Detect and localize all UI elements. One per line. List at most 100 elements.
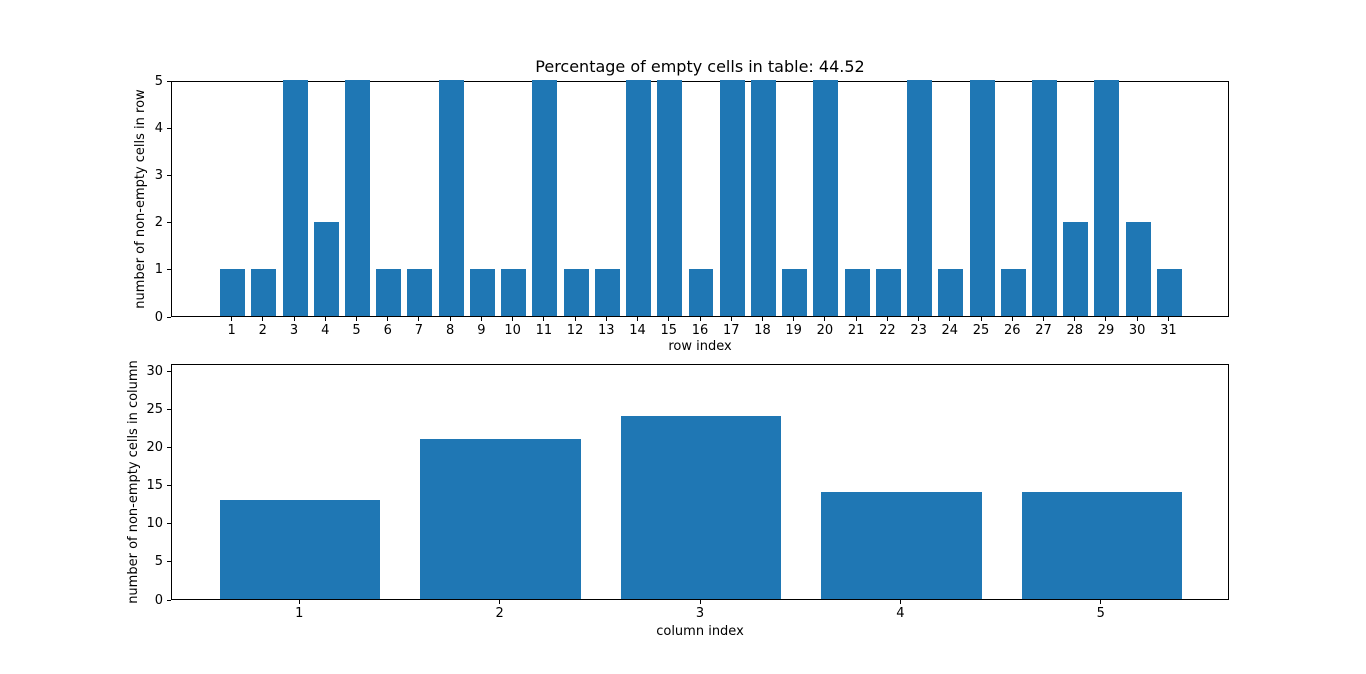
x-tick-mark xyxy=(761,317,763,321)
row-bar-21 xyxy=(844,268,870,316)
x-tick-label: 14 xyxy=(629,323,646,338)
x-tick-label: 1 xyxy=(227,323,236,338)
x-tick-label: 28 xyxy=(1066,323,1083,338)
y-tick-mark xyxy=(167,409,171,411)
x-tick-label: 13 xyxy=(598,323,615,338)
y-tick-label: 4 xyxy=(154,120,163,136)
y-tick-label: 20 xyxy=(146,440,163,456)
row-bar-19 xyxy=(782,268,808,316)
x-tick-label: 18 xyxy=(754,323,771,338)
x-tick-label: 17 xyxy=(722,323,740,338)
row-bar-11 xyxy=(532,80,558,316)
row-bar-26 xyxy=(1000,268,1026,316)
x-tick-label: 12 xyxy=(566,323,584,338)
row-bar-16 xyxy=(688,268,714,316)
row-bar-27 xyxy=(1032,80,1057,316)
x-tick-mark xyxy=(449,317,451,321)
row-bar-4 xyxy=(313,221,339,316)
row-bar-12 xyxy=(563,268,589,316)
column-bar-3 xyxy=(620,416,782,599)
row-chart-x-axis-label: row index xyxy=(668,339,732,354)
row-bar-23 xyxy=(907,80,933,316)
column-bar-5 xyxy=(1021,492,1182,599)
y-tick-mark xyxy=(167,485,171,487)
column-chart-x-axis-label: column index xyxy=(656,624,744,639)
x-tick-mark xyxy=(637,317,639,321)
row-bar-1 xyxy=(220,268,246,316)
x-tick-label: 8 xyxy=(446,323,455,338)
x-tick-mark xyxy=(298,600,300,604)
x-tick-mark xyxy=(699,317,701,321)
x-tick-mark xyxy=(824,317,826,321)
x-tick-mark xyxy=(231,317,233,321)
x-tick-mark xyxy=(512,317,514,321)
row-bar-5 xyxy=(345,80,370,316)
x-tick-label: 16 xyxy=(691,323,709,338)
x-tick-label: 2 xyxy=(258,323,267,338)
x-tick-label: 4 xyxy=(896,606,905,621)
x-tick-mark xyxy=(355,317,357,321)
x-tick-label: 29 xyxy=(1097,323,1115,338)
x-tick-mark xyxy=(899,600,901,604)
row-bar-8 xyxy=(438,80,464,316)
x-tick-label: 25 xyxy=(972,323,990,338)
x-tick-mark xyxy=(730,317,732,321)
row-bar-13 xyxy=(594,268,620,316)
x-tick-label: 20 xyxy=(816,323,834,338)
x-tick-label: 22 xyxy=(879,323,896,338)
x-tick-label: 6 xyxy=(383,323,392,338)
x-tick-label: 4 xyxy=(321,323,330,338)
y-tick-label: 3 xyxy=(154,167,163,183)
row-chart-plot-area xyxy=(171,80,1229,317)
chart-title: Percentage of empty cells in table: 44.5… xyxy=(535,57,865,76)
x-tick-mark xyxy=(387,317,389,321)
y-tick-mark xyxy=(167,222,171,224)
column-bar-1 xyxy=(220,500,381,599)
x-tick-mark xyxy=(1167,317,1169,321)
x-tick-mark xyxy=(918,317,920,321)
row-bar-17 xyxy=(719,80,745,316)
x-tick-label: 9 xyxy=(477,323,486,338)
x-tick-mark xyxy=(324,317,326,321)
x-tick-mark xyxy=(605,317,607,321)
x-tick-mark xyxy=(1105,317,1107,321)
y-tick-label: 25 xyxy=(146,402,163,418)
row-bar-14 xyxy=(626,80,652,316)
y-tick-label: 2 xyxy=(154,215,163,231)
x-tick-mark xyxy=(418,317,420,321)
column-chart-plot-area xyxy=(171,364,1229,600)
row-bar-20 xyxy=(813,80,839,316)
y-tick-label: 1 xyxy=(154,262,163,278)
x-tick-label: 11 xyxy=(535,323,553,338)
x-tick-mark xyxy=(949,317,951,321)
y-tick-mark xyxy=(167,316,171,318)
x-tick-mark xyxy=(574,317,576,321)
y-tick-label: 15 xyxy=(146,478,163,494)
x-tick-label: 5 xyxy=(1096,606,1105,621)
x-tick-mark xyxy=(1043,317,1044,321)
x-tick-label: 21 xyxy=(847,323,865,338)
row-bar-25 xyxy=(969,80,995,316)
y-tick-mark xyxy=(167,523,171,525)
row-bar-24 xyxy=(938,268,964,316)
x-tick-label: 19 xyxy=(785,323,802,338)
row-bar-2 xyxy=(251,268,277,316)
x-tick-label: 30 xyxy=(1128,323,1146,338)
y-tick-label: 10 xyxy=(146,516,163,532)
x-tick-label: 2 xyxy=(495,606,504,621)
y-tick-mark xyxy=(167,174,171,176)
row-bar-9 xyxy=(469,268,495,316)
y-tick-mark xyxy=(167,127,171,129)
row-bar-6 xyxy=(376,268,402,316)
x-tick-label: 10 xyxy=(504,323,521,338)
row-bar-31 xyxy=(1156,268,1182,316)
x-tick-mark xyxy=(480,317,482,321)
row-bar-15 xyxy=(657,80,683,316)
x-tick-label: 23 xyxy=(910,323,927,338)
row-bar-3 xyxy=(282,80,308,316)
column-bar-4 xyxy=(821,492,982,599)
x-tick-mark xyxy=(293,317,295,321)
x-tick-label: 26 xyxy=(1003,323,1021,338)
x-tick-label: 31 xyxy=(1160,323,1177,338)
